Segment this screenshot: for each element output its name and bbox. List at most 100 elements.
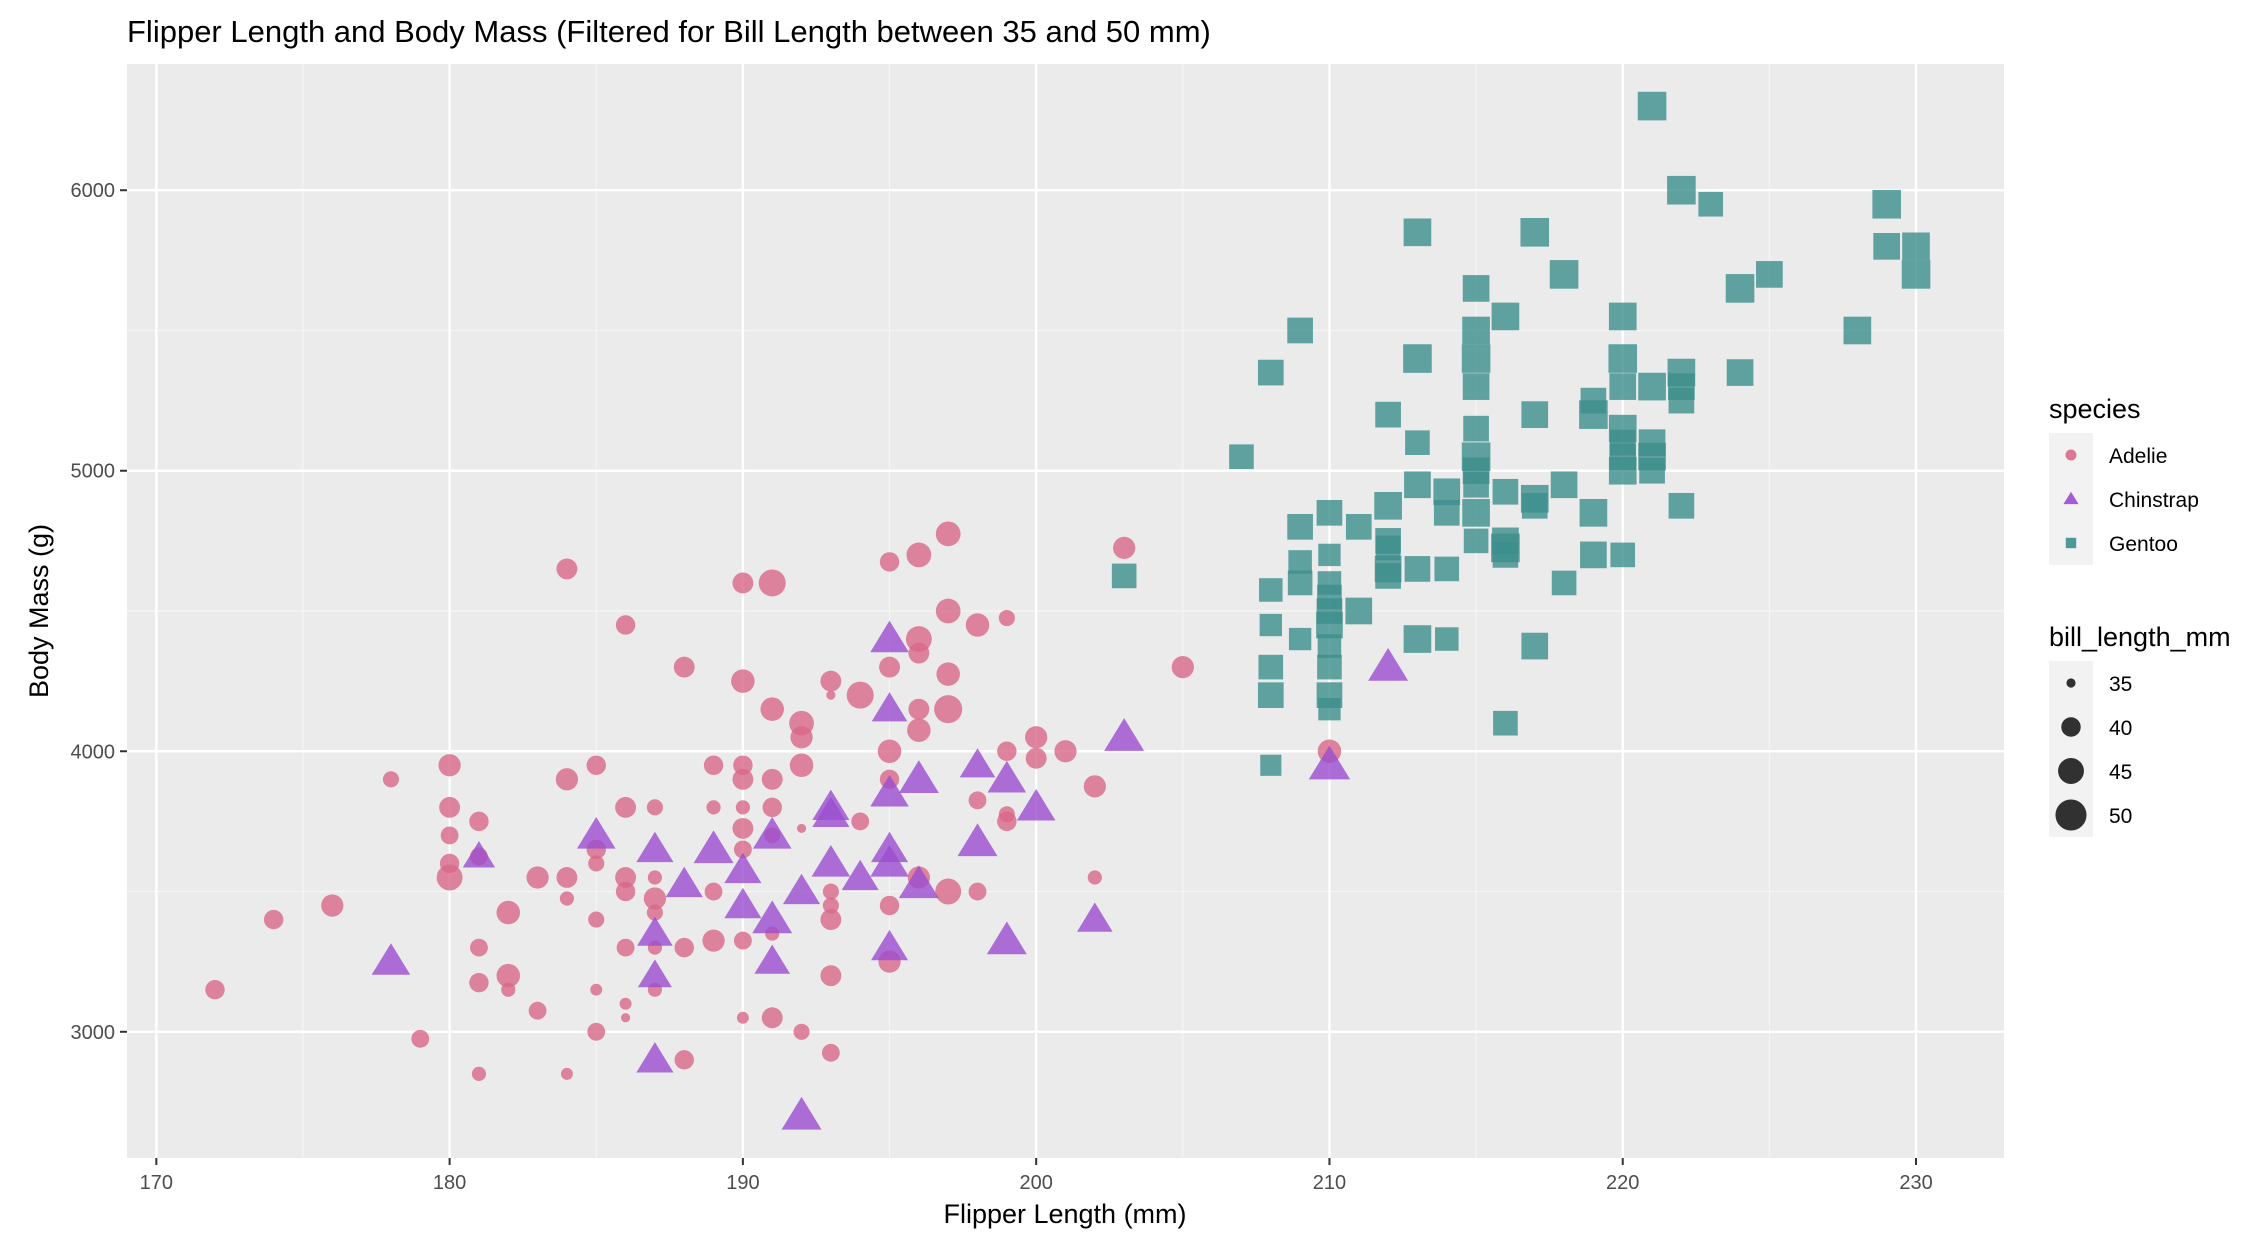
data-points (205, 91, 1931, 1130)
adelie-point (732, 572, 754, 594)
chinstrap-point (1368, 647, 1409, 681)
adelie-point (733, 840, 752, 859)
gentoo-point (1756, 261, 1783, 288)
adelie-point (879, 656, 900, 678)
gentoo-point (1345, 597, 1373, 625)
chinstrap-point (752, 816, 792, 849)
chinstrap-point (1077, 902, 1113, 932)
legend-label-chinstrap: Chinstrap (2109, 489, 2199, 512)
adelie-point (762, 797, 782, 818)
adelie-point (968, 791, 987, 810)
adelie-point (615, 867, 637, 888)
chinstrap-point (754, 944, 791, 974)
x-tick-label: 230 (1899, 1172, 1932, 1194)
chinstrap-point (636, 831, 674, 863)
adelie-point (733, 931, 752, 950)
adelie-point (436, 864, 463, 891)
adelie-point (936, 662, 960, 686)
chinstrap-point (957, 823, 998, 857)
adelie-point (1171, 655, 1194, 679)
chinstrap-point (782, 873, 821, 905)
gentoo-point (1492, 542, 1519, 568)
adelie-point (1054, 740, 1077, 763)
adelie-point (846, 681, 874, 709)
adelie-point (877, 739, 902, 764)
gentoo-point (1375, 563, 1401, 589)
gentoo-point (1318, 698, 1341, 721)
chinstrap-point (898, 865, 939, 899)
adelie-point (998, 609, 1015, 627)
gentoo-point (1345, 514, 1372, 540)
gentoo-point (1872, 189, 1901, 219)
adelie-point (908, 698, 930, 720)
adelie-point (621, 1013, 631, 1023)
adelie-point (615, 615, 636, 635)
adelie-point (556, 867, 578, 888)
bill-length-legend-title: bill_length_mm (2049, 622, 2231, 652)
adelie-point (615, 881, 636, 902)
gentoo-point (1461, 344, 1491, 373)
gentoo-point (1639, 457, 1665, 484)
gentoo-point (1259, 578, 1283, 602)
chinstrap-point (870, 774, 909, 807)
adelie-point (935, 521, 961, 547)
adelie-point (731, 669, 755, 693)
gentoo-point (1463, 415, 1489, 442)
legend-label-gentoo: Gentoo (2109, 533, 2178, 556)
gentoo-point (1492, 478, 1519, 505)
adelie-point (469, 972, 489, 993)
adelie-point (1025, 747, 1047, 769)
gentoo-point (1521, 632, 1549, 660)
adelie-point (590, 983, 603, 996)
adelie-point (555, 768, 579, 791)
gentoo-point (1435, 627, 1459, 651)
chinstrap-point (781, 1096, 822, 1130)
size-legend-circle (2055, 799, 2087, 831)
size-legend-circle (2058, 758, 2084, 784)
chinstrap-point (371, 943, 411, 975)
chinstrap-point (752, 900, 793, 934)
adelie-point (732, 768, 754, 790)
gentoo-point (1463, 528, 1489, 554)
legend-label-adelie: Adelie (2109, 445, 2167, 468)
gentoo-point (1901, 260, 1931, 289)
chinstrap-point (636, 1042, 674, 1073)
gentoo-point (1608, 456, 1637, 485)
y-tick-label: 6000 (71, 180, 116, 202)
size-legend-label: 40 (2109, 717, 2132, 740)
adelie-point (934, 695, 963, 724)
gentoo-point (1579, 498, 1608, 527)
gentoo-point (1843, 316, 1872, 345)
adelie-point (646, 904, 663, 921)
gentoo-point (1638, 372, 1666, 401)
gentoo-point (1725, 274, 1755, 303)
gentoo-point (1462, 275, 1490, 302)
x-tick-label: 200 (1019, 1172, 1052, 1194)
chinstrap-point (724, 852, 762, 884)
adelie-point (736, 1011, 749, 1024)
adelie-point (321, 894, 344, 917)
chinstrap-point (811, 845, 851, 877)
x-tick-label: 180 (433, 1172, 466, 1194)
adelie-point (735, 800, 750, 815)
adelie-point (643, 887, 667, 910)
adelie-point (965, 613, 990, 637)
gentoo-point (1667, 175, 1696, 205)
y-axis-title: Body Mass (g) (24, 524, 54, 698)
gentoo-point (1257, 682, 1284, 708)
gentoo-point (1462, 498, 1490, 527)
chart-title: Flipper Length and Body Mass (Filtered f… (127, 14, 1211, 49)
adelie-point (907, 718, 931, 742)
gentoo-point (1463, 471, 1489, 498)
gentoo-point (1318, 543, 1341, 567)
series-chinstrap (371, 620, 1409, 1130)
adelie-point (906, 542, 932, 568)
gentoo-point (1434, 556, 1460, 582)
adelie-point (411, 1029, 430, 1048)
adelie-point (496, 963, 521, 988)
adelie-point (674, 1050, 694, 1070)
gentoo-point (1726, 359, 1754, 386)
gentoo-point (1668, 387, 1695, 414)
adelie-point (205, 979, 225, 1000)
